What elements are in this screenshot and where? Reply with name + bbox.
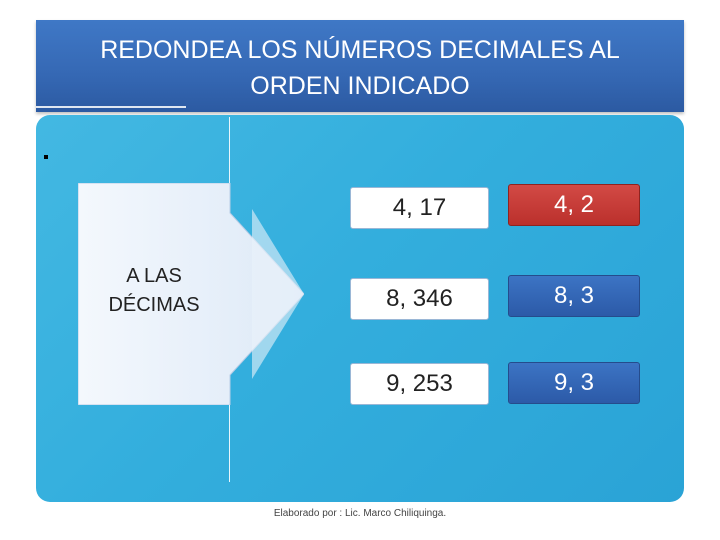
rounded-value-1: 4, 2 <box>508 184 640 226</box>
header-underline <box>36 106 186 108</box>
bullet-dot <box>44 155 48 159</box>
title-banner: REDONDEA LOS NÚMEROS DECIMALES AL ORDEN … <box>36 20 684 112</box>
title-line-2: ORDEN INDICADO <box>250 72 470 100</box>
rounded-value-3: 9, 3 <box>508 362 640 404</box>
author-credit: Elaborado por : Lic. Marco Chiliquinga. <box>273 508 447 519</box>
decimal-value-2: 8, 346 <box>350 278 489 320</box>
arrow-label: A LAS DÉCIMAS <box>78 262 230 320</box>
decimal-value-1: 4, 17 <box>350 187 489 229</box>
decimal-value-3: 9, 253 <box>350 363 489 405</box>
arrow-label-line-1: A LAS <box>126 265 182 287</box>
right-arrow-shape <box>78 183 304 405</box>
title-line-1: REDONDEA LOS NÚMEROS DECIMALES AL <box>100 36 620 64</box>
slide-title: REDONDEA LOS NÚMEROS DECIMALES AL ORDEN … <box>36 32 684 104</box>
rounded-value-2: 8, 3 <box>508 275 640 317</box>
arrow-label-line-2: DÉCIMAS <box>108 294 200 316</box>
